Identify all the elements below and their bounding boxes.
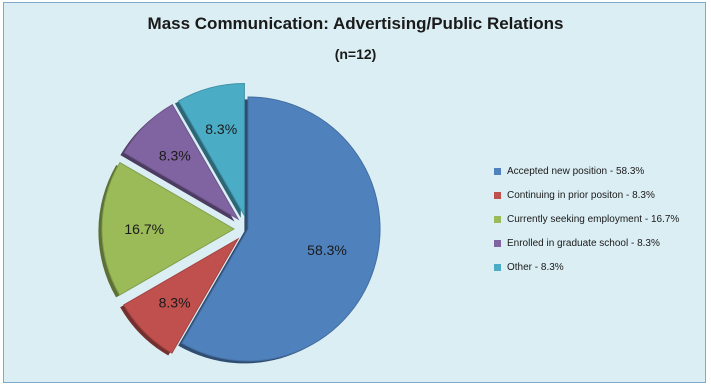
legend-item: Enrolled in graduate school - 8.3% (494, 234, 679, 252)
pie-data-label: 58.3% (307, 242, 347, 258)
legend-swatch (494, 167, 501, 175)
pie-slice (101, 161, 235, 296)
legend-label: Enrolled in graduate school - 8.3% (507, 237, 660, 249)
legend-swatch (494, 215, 501, 223)
pie-data-label: 16.7% (124, 221, 164, 237)
pie-slice (123, 103, 240, 221)
chart-legend: Accepted new position - 58.3% Continuing… (494, 162, 679, 282)
legend-swatch (494, 191, 501, 199)
legend-label: Other - 8.3% (507, 261, 564, 273)
legend-swatch (494, 239, 501, 247)
legend-swatch (494, 263, 501, 271)
pie-slice (177, 82, 245, 218)
pie-data-label: 8.3% (159, 147, 191, 163)
legend-item: Accepted new position - 58.3% (494, 162, 679, 180)
legend-label: Currently seeking employment - 16.7% (507, 213, 680, 225)
legend-item: Continuing in prior positon - 8.3% (494, 186, 679, 204)
pie-data-label: 8.3% (159, 294, 191, 310)
pie-slice (123, 237, 240, 354)
chart-subtitle: (n=12) (334, 46, 377, 62)
chart-title: Mass Communication: Advertising/Public R… (147, 14, 564, 33)
legend-label: Accepted new position - 58.3% (507, 165, 645, 177)
legend-item: Other - 8.3% (494, 258, 679, 276)
legend-label: Continuing in prior positon - 8.3% (507, 189, 655, 201)
legend-item: Currently seeking employment - 16.7% (494, 210, 679, 228)
pie-data-label: 8.3% (205, 121, 237, 137)
pie-slice (181, 96, 381, 362)
